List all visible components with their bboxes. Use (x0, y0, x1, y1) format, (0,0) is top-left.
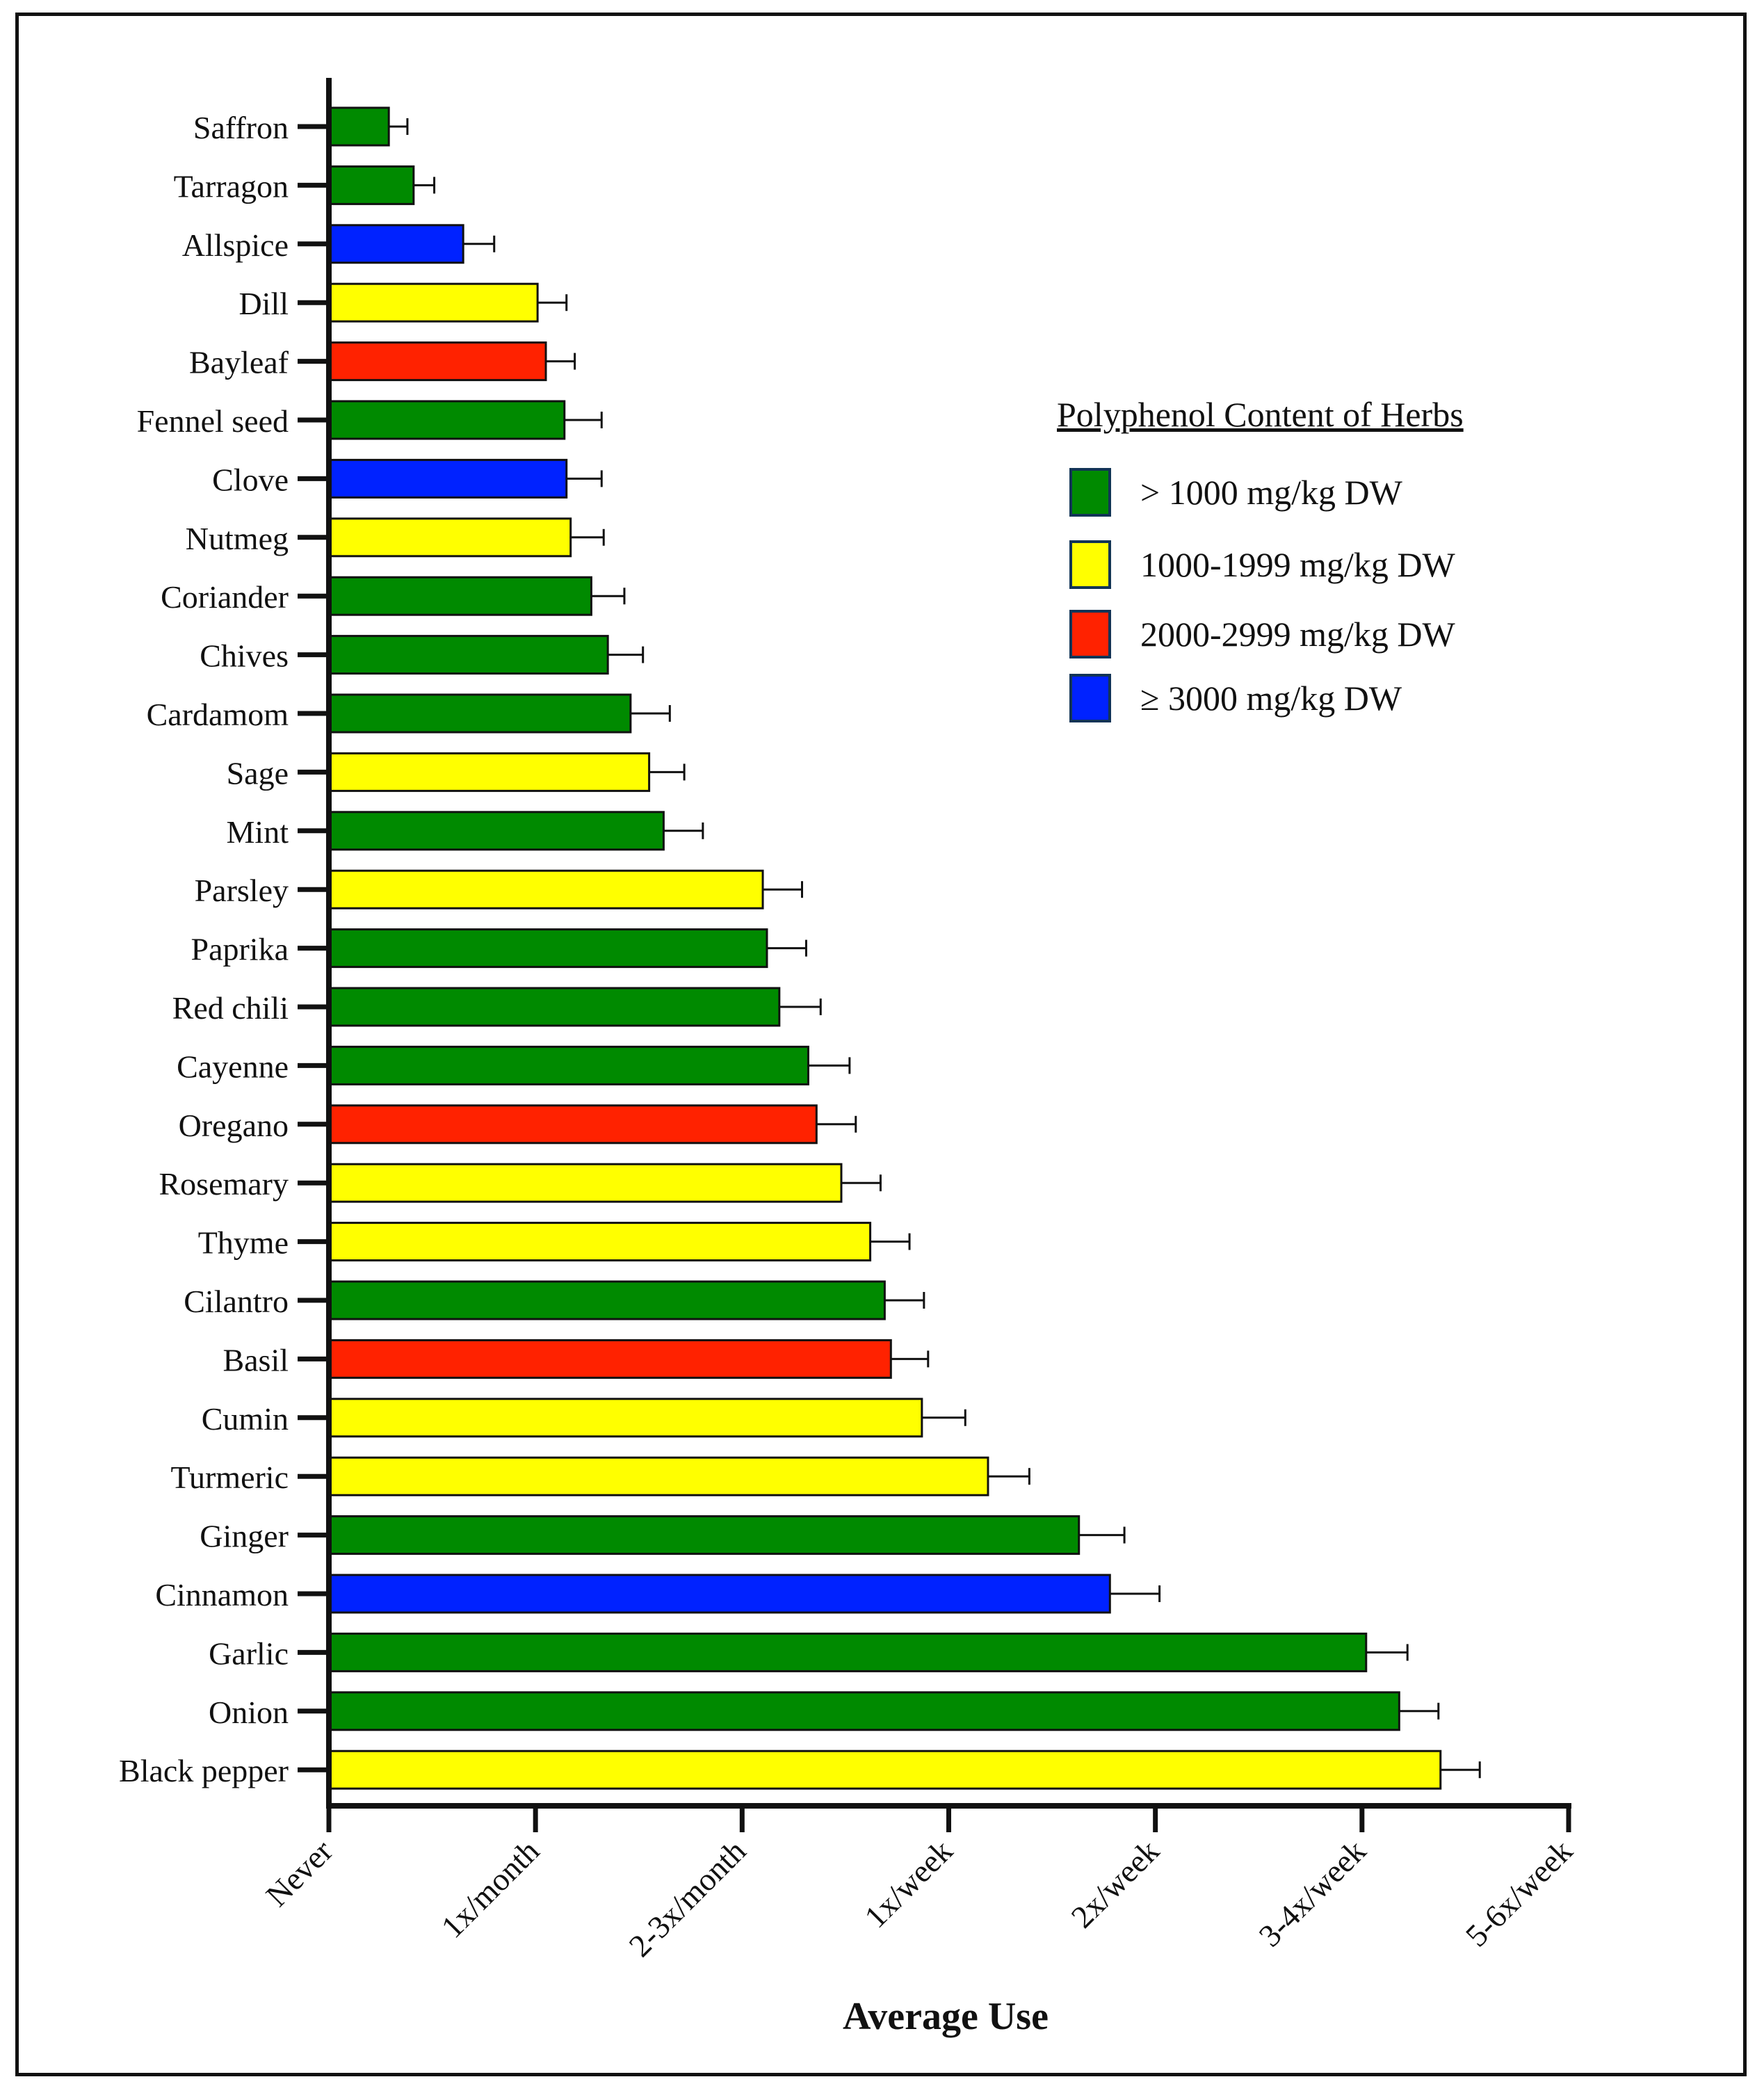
bar-rosemary (327, 1163, 843, 1203)
bar-red-chili (327, 987, 781, 1027)
y-tick-label-nutmeg: Nutmeg (186, 521, 289, 556)
y-axis: Saffron Tarragon Allspice Dill Bayleaf Fennel… (119, 78, 332, 1808)
y-tick-label-basil: Basil (222, 1342, 289, 1377)
bar-clove (327, 458, 568, 499)
y-tick-label-cinnamon: Cinnamon (155, 1577, 289, 1613)
y-tick-label-ginger: Ginger (200, 1519, 289, 1554)
legend-label-y: 1000-1999 mg/kg DW (1140, 545, 1456, 584)
y-tick-label-paprika: Paprika (191, 932, 289, 967)
bars-layer (327, 106, 1442, 1790)
y-tick-label-black-pepper: Black pepper (119, 1753, 289, 1788)
y-tick-label-thyme: Thyme (198, 1225, 289, 1261)
bar-nutmeg (327, 517, 572, 558)
y-tick-label-mint: Mint (227, 814, 289, 850)
bar-parsley (327, 869, 764, 910)
y-tick-label-saffron: Saffron (193, 110, 289, 145)
y-tick-label-parsley: Parsley (195, 873, 289, 908)
legend: Polyphenol Content of Herbs > 1000 mg/kg… (1057, 395, 1464, 722)
bar-cayenne (327, 1045, 809, 1085)
bar-bayleaf (327, 341, 547, 382)
y-tick-label-oregano: Oregano (179, 1108, 289, 1143)
y-tick-label-red-chili: Red chili (172, 990, 289, 1026)
y-tick-label-sage: Sage (227, 755, 289, 791)
bar-mint (327, 811, 665, 851)
bar-black-pepper (327, 1749, 1442, 1790)
bar-fennel-seed (327, 400, 566, 440)
chart-frame (15, 13, 1747, 2076)
legend-swatch-g (1069, 468, 1111, 517)
x-tick-label-2: 2-3x/month (622, 1833, 753, 1964)
bar-onion (327, 1691, 1400, 1731)
legend-swatch-r (1069, 610, 1111, 658)
y-tick-label-fennel-seed: Fennel seed (137, 403, 289, 439)
y-tick-label-chives: Chives (200, 638, 289, 674)
bar-allspice (327, 224, 464, 264)
y-tick-label-cilantro: Cilantro (184, 1284, 289, 1319)
x-tick-label-0: Never (259, 1833, 340, 1914)
x-tick-label-5: 3-4x/week (1252, 1833, 1373, 1953)
bar-basil (327, 1339, 892, 1379)
error-bars-layer (389, 118, 1481, 1779)
bar-dill (327, 282, 539, 323)
x-tick-label-1: 1x/month (434, 1833, 546, 1945)
legend-title: Polyphenol Content of Herbs (1057, 395, 1464, 434)
y-tick-label-clove: Clove (212, 462, 289, 497)
legend-swatch-y (1069, 540, 1111, 589)
bar-sage (327, 752, 651, 792)
y-tick-label-coriander: Coriander (161, 579, 289, 615)
y-tick-label-allspice: Allspice (182, 227, 289, 263)
y-tick-label-cardamom: Cardamom (147, 697, 289, 732)
bar-saffron (327, 106, 390, 147)
y-tick-label-tarragon: Tarragon (174, 168, 289, 204)
y-tick-label-turmeric: Turmeric (170, 1460, 289, 1495)
x-tick-label-6: 5-6x/week (1459, 1833, 1579, 1953)
legend-swatch-b (1069, 674, 1111, 722)
y-tick-label-onion: Onion (209, 1695, 289, 1730)
bar-ginger (327, 1515, 1081, 1555)
bar-cinnamon (327, 1574, 1111, 1614)
y-tick-label-rosemary: Rosemary (159, 1166, 289, 1202)
x-tick-label-3: 1x/week (857, 1833, 959, 1934)
bar-chives (327, 635, 609, 675)
y-tick-label-bayleaf: Bayleaf (189, 345, 289, 380)
bar-turmeric (327, 1456, 989, 1496)
legend-label-r: 2000-2999 mg/kg DW (1140, 615, 1456, 654)
bar-cilantro (327, 1280, 886, 1320)
legend-label-b: ≥ 3000 mg/kg DW (1140, 679, 1402, 718)
bar-oregano (327, 1104, 818, 1145)
bar-cumin (327, 1398, 923, 1438)
bar-thyme (327, 1222, 872, 1262)
y-tick-label-cayenne: Cayenne (177, 1049, 289, 1084)
bar-garlic (327, 1632, 1368, 1672)
bar-cardamom (327, 693, 632, 734)
x-tick-label-4: 2x/week (1064, 1833, 1165, 1934)
bar-paprika (327, 928, 768, 969)
legend-label-g: > 1000 mg/kg DW (1140, 473, 1403, 512)
y-tick-label-cumin: Cumin (202, 1401, 289, 1437)
bar-coriander (327, 576, 592, 616)
x-axis-title: Average Use (843, 1995, 1049, 2038)
y-tick-label-dill: Dill (238, 286, 289, 321)
x-axis: Never 1x/month 2-3x/month 1x/week 2x/week 3-4… (259, 1803, 1579, 1964)
y-tick-label-garlic: Garlic (209, 1635, 289, 1671)
bar-tarragon (327, 165, 415, 205)
